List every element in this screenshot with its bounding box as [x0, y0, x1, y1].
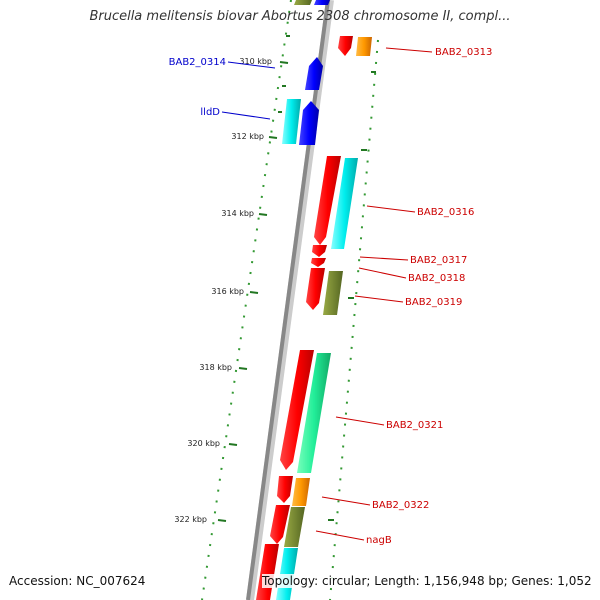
- accession-text: Accession: NC_007624: [9, 574, 146, 588]
- gene-label-bab2-0313[interactable]: BAB2_0313: [435, 47, 492, 58]
- gene-reverse[interactable]: [256, 544, 279, 600]
- gene-lldd-cyan[interactable]: [282, 99, 301, 144]
- tick-label: 316 kbp: [211, 287, 244, 296]
- gene-bab2-0319-olive[interactable]: [323, 271, 343, 315]
- gene-bab2-0317[interactable]: [312, 245, 327, 257]
- gene-bab2-0316[interactable]: [314, 156, 341, 245]
- gene-forward[interactable]: [314, 0, 330, 5]
- tick-label: 318 kbp: [199, 363, 232, 372]
- gene-nagb[interactable]: [270, 505, 290, 544]
- gene-label-bab2-0314[interactable]: BAB2_0314: [169, 57, 226, 68]
- gene-bab2-0313-orange[interactable]: [356, 37, 372, 56]
- outer-tick-marks: [328, 71, 376, 521]
- gene-lldd[interactable]: [299, 101, 319, 145]
- gene-bab2-0321-green[interactable]: [297, 353, 331, 473]
- gene-label-bab2-0317[interactable]: BAB2_0317: [410, 255, 467, 266]
- gene-label-bab2-0319[interactable]: BAB2_0319: [405, 297, 462, 308]
- backbone: [246, 0, 330, 600]
- gene-bab2-0318[interactable]: [311, 258, 326, 267]
- map-title: Brucella melitensis biovar Abortus 2308 …: [89, 9, 511, 24]
- gene-bab2-0314[interactable]: [305, 57, 323, 90]
- gene-label-bab2-0318[interactable]: BAB2_0318: [408, 273, 465, 284]
- outer-dotted-ring: [329, 39, 379, 600]
- gene-bab2-0316-cyan[interactable]: [331, 158, 358, 249]
- gene-bab2-0313[interactable]: [338, 36, 353, 56]
- tick-label: 322 kbp: [174, 515, 207, 524]
- gene-label-nagb[interactable]: nagB: [366, 535, 392, 546]
- tick-marks: [217, 61, 289, 522]
- topology-summary: Topology: circular; Length: 1,156,948 bp…: [262, 574, 592, 588]
- gene-label-bab2-0316[interactable]: BAB2_0316: [417, 207, 474, 218]
- tick-label: 314 kbp: [221, 209, 254, 218]
- tick-label: 310 kbp: [239, 57, 272, 66]
- gene-bab2-0321[interactable]: [280, 350, 314, 470]
- reverse-leaders: [315, 47, 433, 541]
- gene-bab2-0319[interactable]: [306, 268, 325, 310]
- gene-bab2-0322-orange[interactable]: [292, 478, 310, 506]
- gene-nagb-olive[interactable]: [284, 507, 305, 547]
- tick-label: 312 kbp: [231, 132, 264, 141]
- gene-forward[interactable]: [294, 0, 312, 5]
- forward-leaders: [221, 61, 276, 120]
- gene-label-lldd[interactable]: lldD: [200, 107, 220, 118]
- gene-label-bab2-0321[interactable]: BAB2_0321: [386, 420, 443, 431]
- gene-label-bab2-0322[interactable]: BAB2_0322: [372, 500, 429, 511]
- inner-minor-ticks: [278, 35, 290, 113]
- tick-label: 320 kbp: [187, 439, 220, 448]
- gene-bab2-0322[interactable]: [277, 476, 293, 503]
